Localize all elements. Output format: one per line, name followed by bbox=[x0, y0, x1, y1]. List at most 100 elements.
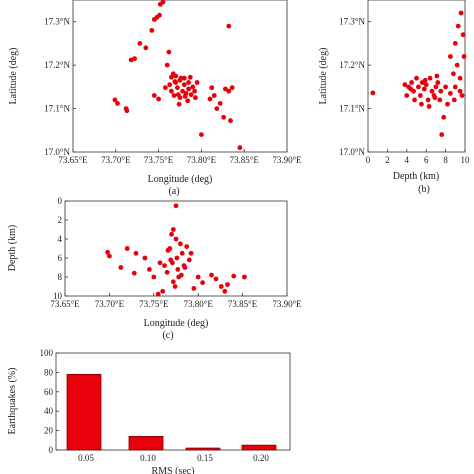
panel-b-point bbox=[451, 97, 457, 103]
panel-a-point bbox=[194, 80, 200, 85]
panel-c-point bbox=[170, 279, 176, 285]
panel-d-bar bbox=[66, 373, 102, 451]
panel-a-point bbox=[167, 82, 173, 88]
panel-c-y-tick-label: 0 bbox=[58, 196, 63, 206]
panel-b-point bbox=[459, 93, 465, 98]
panel-c-point bbox=[172, 284, 178, 289]
panel-b-point bbox=[439, 132, 445, 138]
panel-c-point bbox=[170, 227, 176, 232]
panel-b-point bbox=[458, 10, 464, 16]
panel-d-x-tick-label: 0.15 bbox=[197, 453, 213, 463]
panel-a-point bbox=[175, 92, 181, 98]
panel-a-frame bbox=[72, 0, 288, 153]
panel-b-x-tick-label: 0 bbox=[366, 155, 371, 165]
panel-a-x-tick-label: 73.70°E bbox=[101, 155, 131, 165]
panel-a-point bbox=[187, 74, 193, 80]
panel-c-point bbox=[178, 241, 183, 247]
panel-c-point bbox=[168, 257, 174, 263]
panel-c-x-tick-label: 73.80°E bbox=[184, 299, 214, 309]
panel-c-point bbox=[186, 257, 192, 263]
panel-a-point bbox=[169, 88, 174, 94]
panel-a-point bbox=[192, 88, 198, 94]
panel-a-point bbox=[181, 75, 187, 81]
panel-a-x-tick-label: 73.65°E bbox=[58, 155, 88, 165]
panel-c-point bbox=[184, 244, 190, 250]
panel-b-point bbox=[438, 88, 444, 94]
panel-a-point bbox=[211, 93, 217, 98]
panel-c-point bbox=[151, 274, 157, 280]
panel-a-x-tick-label: 73.75°E bbox=[144, 155, 174, 165]
panel-a-point bbox=[173, 73, 179, 79]
panel-b-point bbox=[370, 90, 376, 96]
panel-a-point bbox=[171, 93, 177, 98]
panel-c-depth-vs-longitude: 73.65°E 73.70°E 73.75°E 73.80°E 73.85°E 73.90… bbox=[7, 196, 302, 341]
panel-c-point bbox=[164, 269, 170, 275]
panel-c-x-tick-label: 73.65°E bbox=[50, 299, 80, 309]
panel-c-point bbox=[105, 249, 110, 255]
panel-c-point bbox=[242, 274, 247, 280]
panel-a-point bbox=[124, 108, 130, 114]
panel-c-point bbox=[175, 267, 181, 272]
panel-a-point bbox=[188, 92, 194, 98]
panel-c-y-ticks: 0 2 4 6 8 10 bbox=[53, 196, 68, 301]
panel-c-point bbox=[173, 236, 179, 242]
panel-a-point bbox=[166, 49, 172, 55]
panel-b-point bbox=[409, 80, 414, 85]
panel-a-latitude-vs-longitude: 73.65°E 73.70°E 73.75°E 73.80°E 73.85°E 73.90… bbox=[8, 0, 302, 197]
panel-b-x-tick-label: 8 bbox=[443, 155, 448, 165]
panel-c-x-tick-label: 73.85°E bbox=[228, 299, 258, 309]
panel-c-point bbox=[118, 265, 124, 270]
panel-d-bars bbox=[66, 373, 277, 451]
panel-a-y-tick-label: 17.0°N bbox=[44, 147, 70, 157]
panel-c-xlabel: Longitude (deg) bbox=[144, 318, 209, 329]
panel-c-y-tick-label: 4 bbox=[58, 234, 63, 244]
panel-a-x-tick-label: 73.90°E bbox=[272, 155, 302, 165]
panel-b-point bbox=[460, 32, 466, 38]
panel-a-point bbox=[169, 74, 174, 80]
panel-c-y-tick-label: 8 bbox=[58, 272, 63, 282]
panel-a-ylabel: Latitude (deg) bbox=[8, 48, 19, 105]
panel-c-caption: (c) bbox=[162, 330, 173, 341]
panel-d-y-tick-label: 0 bbox=[49, 445, 54, 455]
panel-b-x-ticks: 0 2 4 6 8 10 bbox=[366, 149, 470, 165]
panel-a-x-tick-label: 73.80°E bbox=[187, 155, 217, 165]
panel-c-y-tick-label: 10 bbox=[53, 291, 63, 301]
panel-c-point bbox=[213, 276, 219, 282]
panel-a-point bbox=[156, 96, 162, 102]
panel-a-point bbox=[172, 79, 178, 84]
panel-d-ylabel: Earthquakes (%) bbox=[7, 368, 18, 435]
panel-b-points bbox=[370, 10, 467, 138]
panel-b-x-tick-label: 6 bbox=[424, 155, 429, 165]
panel-a-point bbox=[163, 85, 168, 91]
panel-a-point bbox=[199, 132, 204, 138]
panel-a-y-tick-label: 17.2°N bbox=[44, 60, 70, 70]
panel-b-y-ticks: 17.0°N 17.1°N 17.2°N 17.3°N bbox=[339, 17, 371, 157]
panel-c-point bbox=[147, 267, 152, 272]
panel-a-point bbox=[228, 118, 233, 124]
panel-a-x-ticks: 73.65°E 73.70°E 73.75°E 73.80°E 73.85°E 73.90… bbox=[58, 149, 302, 165]
panel-b-point bbox=[434, 73, 440, 79]
panel-b-y-tick-label: 17.1°N bbox=[339, 104, 365, 114]
panel-c-point bbox=[157, 260, 163, 266]
panel-a-point bbox=[185, 98, 191, 104]
panel-a-point bbox=[175, 85, 180, 91]
panel-b-point bbox=[457, 75, 463, 81]
panel-b-point bbox=[408, 86, 414, 92]
panel-c-frame bbox=[64, 200, 288, 297]
panel-a-point bbox=[164, 62, 170, 68]
panel-b-x-tick-label: 4 bbox=[405, 155, 410, 165]
panel-d-x-tick-label: 0.20 bbox=[253, 453, 269, 463]
panel-b-x-tick-label: 2 bbox=[385, 155, 390, 165]
panel-c-point bbox=[174, 255, 180, 261]
panel-b-point bbox=[452, 84, 458, 90]
panel-c-point bbox=[222, 288, 228, 294]
panel-a-point bbox=[226, 23, 232, 29]
panel-c-x-tick-label: 73.70°E bbox=[95, 299, 125, 309]
panel-b-point bbox=[416, 84, 421, 90]
panel-c-point bbox=[155, 291, 161, 297]
panel-b-frame bbox=[367, 0, 466, 153]
panel-a-point bbox=[214, 106, 220, 111]
panel-b-point bbox=[441, 114, 447, 120]
panel-a-point bbox=[226, 88, 232, 94]
